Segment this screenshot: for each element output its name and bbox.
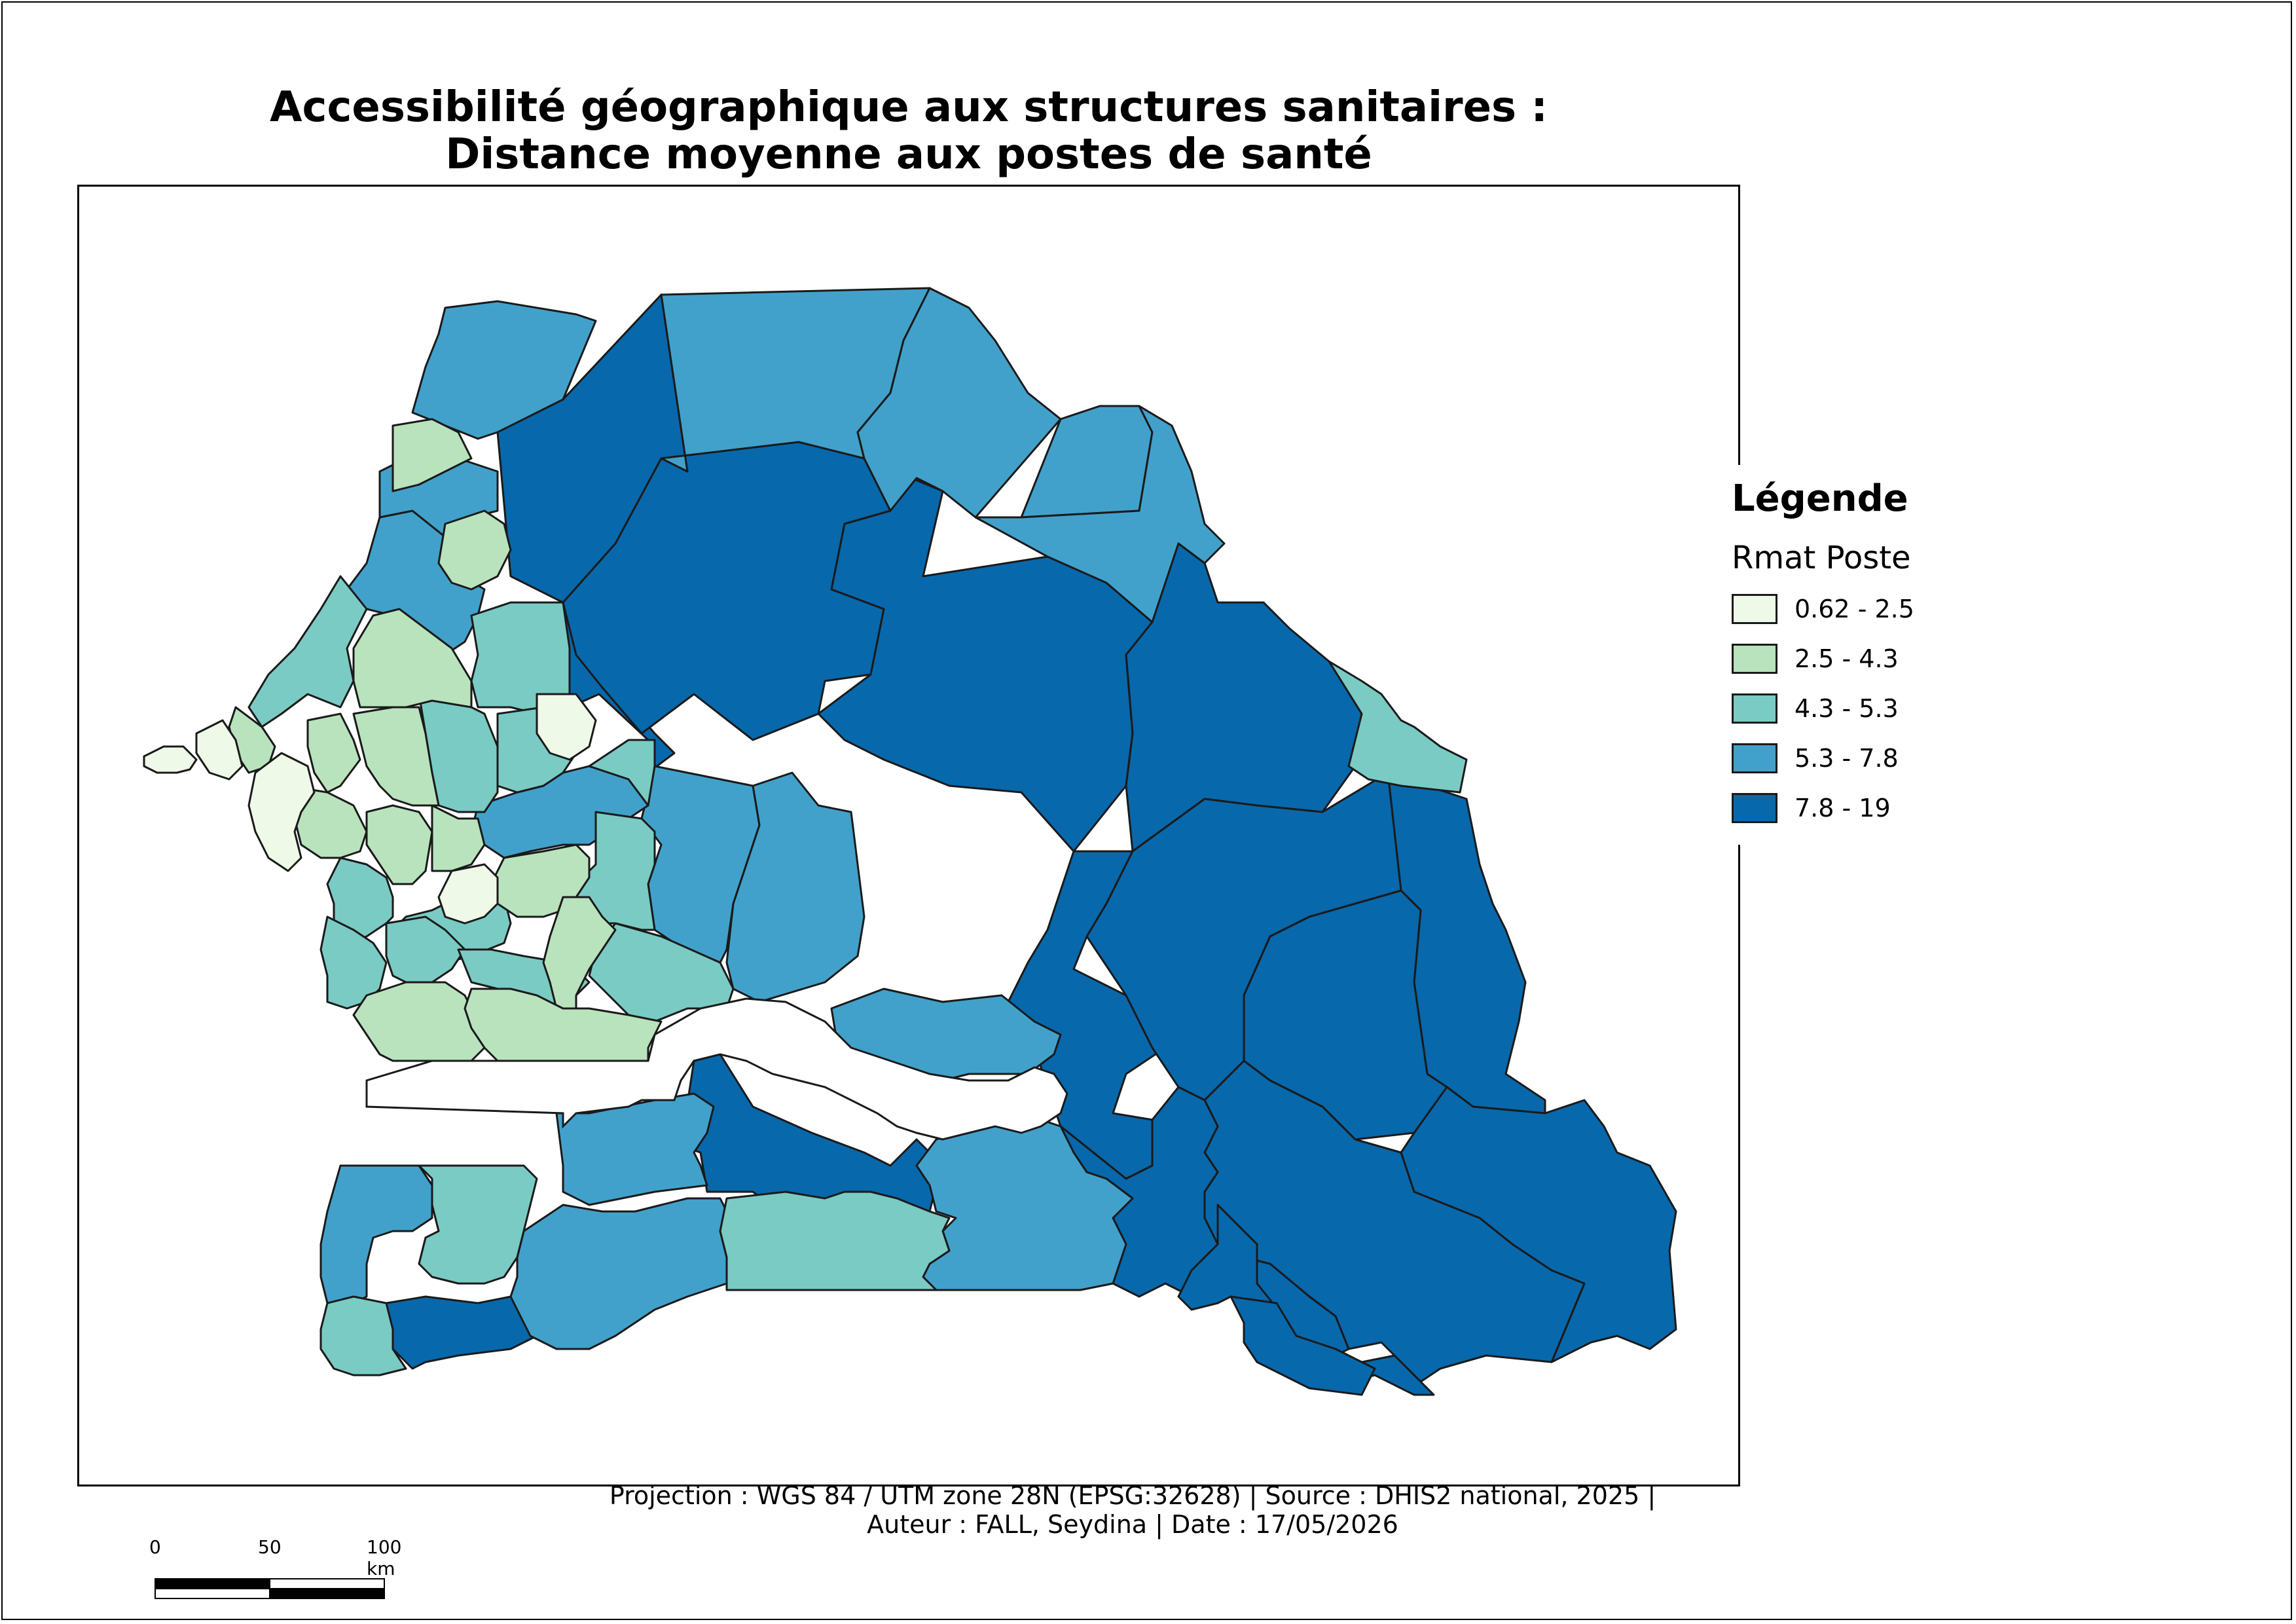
district-region [555, 1092, 715, 1206]
district-region [306, 712, 361, 794]
district-region [385, 915, 466, 984]
district-region [143, 745, 198, 774]
scale-tick-100: 100 km [367, 1536, 402, 1579]
scale-bar: 0 50 100 km [149, 1536, 401, 1615]
scale-tick-50: 50 [258, 1536, 282, 1558]
legend-subtitle: Rmat Poste [1732, 540, 1911, 576]
legend: Légende Rmat Poste 0.62 - 2.5 2.5 - 4.3 4.… [1732, 471, 2007, 833]
district-region [437, 509, 512, 591]
district-region [247, 575, 368, 728]
district-region [588, 922, 735, 1023]
district-region [352, 706, 440, 807]
district-region [437, 863, 499, 925]
legend-item: 7.8 - 19 [1732, 783, 2007, 833]
district-region [319, 1164, 433, 1311]
district-region [418, 1164, 538, 1285]
district-region [719, 1190, 951, 1291]
district-region [385, 1295, 538, 1370]
district-region [392, 418, 473, 492]
legend-label: 2.5 - 4.3 [1795, 644, 1899, 673]
district-region [856, 287, 1062, 519]
scale-tick-0: 0 [149, 1536, 161, 1558]
gambia-gap [365, 997, 1068, 1141]
legend-label: 4.3 - 5.3 [1795, 694, 1899, 723]
legend-item: 5.3 - 7.8 [1732, 733, 2007, 783]
district-region [588, 739, 656, 807]
legend-swatch [1732, 793, 1777, 823]
map-title-line1: Accessibilité géographique aux structure… [270, 83, 1548, 132]
map-footer: Projection : WGS 84 / UTM zone 28N (EPSG… [393, 1481, 1872, 1539]
district-region [352, 981, 486, 1062]
district-region [1328, 660, 1468, 794]
legend-swatch [1732, 743, 1777, 773]
legend-items: 0.62 - 2.5 2.5 - 4.3 4.3 - 5.3 5.3 - 7.8 7.8… [1732, 584, 2007, 833]
district-region [365, 804, 433, 885]
district-region [352, 608, 473, 709]
legend-label: 7.8 - 19 [1795, 794, 1891, 822]
district-region [725, 771, 866, 1003]
legend-swatch [1732, 594, 1777, 624]
district-region [915, 1112, 1134, 1291]
footer-line2: Auteur : FALL, Seydina | Date : 17/05/20… [867, 1510, 1398, 1539]
scale-bar-graphic [155, 1578, 385, 1599]
district-region [431, 804, 486, 872]
legend-item: 0.62 - 2.5 [1732, 584, 2007, 634]
district-region [247, 752, 316, 872]
legend-label: 5.3 - 7.8 [1795, 744, 1899, 773]
district-region [319, 1295, 407, 1376]
district-region [464, 987, 663, 1062]
map-title-line2: Distance moyenne aux postes de santé [445, 130, 1372, 179]
district-region [326, 857, 394, 944]
legend-title: Légende [1732, 477, 1908, 520]
district-region [1105, 542, 1363, 853]
map-title: Accessibilité géographique aux structure… [77, 84, 1740, 178]
district-region [536, 693, 597, 761]
legend-item: 2.5 - 4.3 [1732, 634, 2007, 684]
district-region [1230, 1295, 1376, 1396]
footer-line1: Projection : WGS 84 / UTM zone 28N (EPSG… [609, 1481, 1656, 1510]
district-region [195, 719, 244, 781]
legend-item: 4.3 - 5.3 [1732, 684, 2007, 733]
district-region [509, 1197, 728, 1350]
district-region [542, 896, 617, 1016]
legend-label: 0.62 - 2.5 [1795, 595, 1914, 623]
legend-swatch [1732, 693, 1777, 724]
district-region [411, 300, 597, 440]
district-region [974, 405, 1226, 623]
legend-swatch [1732, 644, 1777, 674]
